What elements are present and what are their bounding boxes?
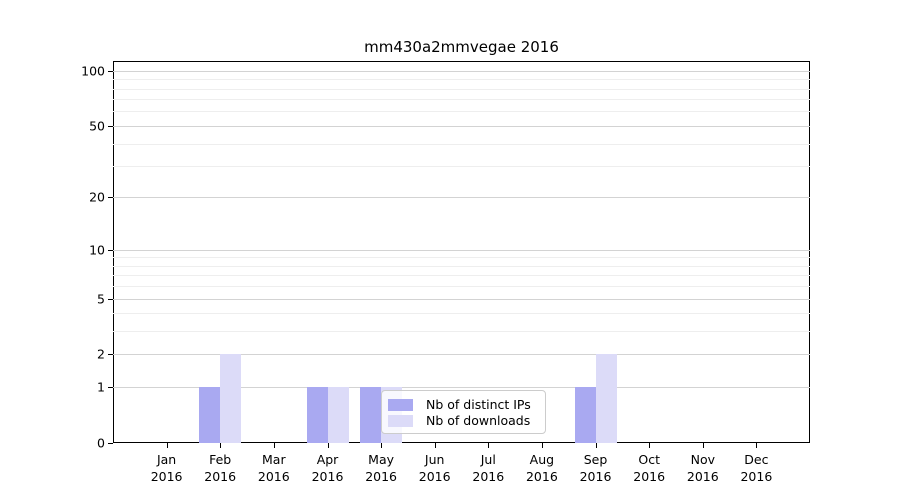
minor-gridline [113,79,810,81]
x-tick-label-nov: Nov 2016 [686,452,719,484]
major-gridline [113,70,810,72]
x-tick-label-jul: Jul 2016 [472,452,505,484]
legend: Nb of distinct IPs Nb of downloads [381,390,546,434]
x-tick [434,443,436,448]
minor-gridline [113,265,810,267]
major-gridline [113,125,810,127]
x-tick [381,443,383,448]
bar-downloads-apr [327,387,349,443]
minor-gridline [113,331,810,333]
bar-distinct-ips-apr [306,387,328,443]
legend-swatch-distinct-ips [388,398,413,411]
minor-gridline [113,166,810,167]
major-gridline [113,249,810,251]
minor-gridline [113,313,810,315]
bar-distinct-ips-sep [574,387,596,443]
x-tick [702,443,704,448]
y-tick [108,70,113,72]
y-tick [108,443,113,444]
legend-item-downloads: Nb of downloads [388,413,537,428]
bar-downloads-feb [220,354,242,443]
plot-area [113,61,810,443]
minor-gridline [113,88,810,90]
x-tick-label-jun: Jun 2016 [418,452,451,484]
chart-title: mm430a2mmvegae 2016 [364,38,559,56]
x-tick-label-apr: Apr 2016 [311,452,344,484]
x-tick [166,443,168,448]
y-tick [108,125,113,127]
y-tick-label: 1 [97,379,105,395]
minor-gridline [113,275,810,277]
y-tick [108,354,113,356]
minor-gridline [113,143,810,145]
x-tick-label-feb: Feb 2016 [204,452,237,484]
bar-downloads-sep [595,354,617,443]
x-tick-label-oct: Oct 2016 [633,452,666,484]
major-gridline [113,197,810,199]
legend-item-distinct-ips: Nb of distinct IPs [388,397,537,412]
x-tick [541,443,543,448]
major-gridline [113,387,810,389]
x-tick [273,443,275,448]
major-gridline [113,354,810,356]
y-tick [108,298,113,300]
x-tick [595,443,597,448]
y-tick-label: 50 [89,118,105,134]
minor-gridline [113,99,810,101]
x-tick [327,443,329,448]
x-tick-label-may: May 2016 [365,452,397,484]
y-tick-label: 100 [81,63,105,79]
x-tick-label-jan: Jan 2016 [150,452,183,484]
x-tick-label-aug: Aug 2016 [525,452,558,484]
x-tick [649,443,651,448]
y-tick-label: 5 [97,291,105,306]
y-tick-label: 10 [89,242,105,258]
bar-distinct-ips-feb [199,387,221,443]
x-tick [220,443,222,448]
bar-distinct-ips-may [360,387,382,443]
y-tick [108,249,113,251]
minor-gridline [113,111,810,113]
x-tick-label-dec: Dec 2016 [740,452,773,484]
legend-label-distinct-ips: Nb of distinct IPs [426,397,531,412]
legend-label-downloads: Nb of downloads [426,413,531,428]
x-tick-label-sep: Sep 2016 [579,452,612,484]
y-tick [108,387,113,389]
x-tick [488,443,490,448]
x-tick-label-mar: Mar 2016 [257,452,290,484]
y-tick-label: 20 [89,189,105,205]
x-tick [756,443,758,448]
legend-swatch-downloads [388,414,413,427]
minor-gridline [113,257,810,259]
y-tick-label: 2 [97,346,105,362]
y-tick [108,197,113,199]
major-gridline [113,298,810,300]
y-tick-label: 0 [97,435,105,451]
minor-gridline [113,286,810,288]
